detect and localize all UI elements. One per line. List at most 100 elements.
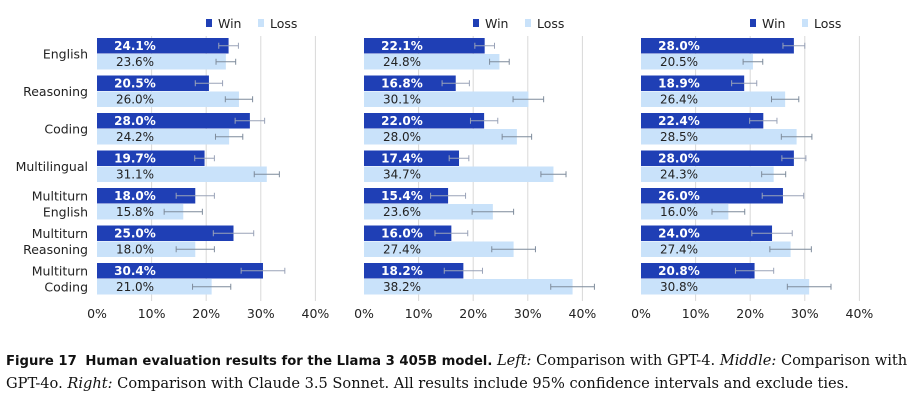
legend-swatch-loss [258, 19, 264, 27]
data-label-loss: 26.4% [660, 93, 698, 107]
y-category-label: English [43, 46, 88, 61]
caption-middle-label: Middle: [719, 352, 777, 369]
x-tick-label: 10% [682, 306, 710, 321]
bar-loss [364, 54, 500, 70]
bar-loss [364, 129, 517, 145]
y-category-label: Coding [44, 279, 88, 294]
bar-loss [364, 241, 514, 257]
y-category-label: Coding [44, 121, 88, 136]
bar-win [97, 150, 205, 166]
caption-right-text: Comparison with Claude 3.5 Sonnet. All r… [112, 375, 849, 392]
data-label-win: 16.0% [381, 227, 423, 241]
data-label-win: 22.1% [381, 39, 423, 53]
bar-loss [97, 241, 196, 257]
data-label-loss: 26.0% [116, 93, 154, 107]
data-label-win: 18.9% [658, 77, 700, 91]
bar-loss [97, 91, 239, 107]
data-label-win: 30.4% [114, 264, 156, 278]
data-label-win: 20.8% [658, 264, 700, 278]
legend-swatch-loss [802, 19, 808, 27]
caption-left-label: Left: [496, 352, 532, 369]
bar-loss [97, 204, 184, 220]
caption-lead: Human evaluation results for the Llama 3… [85, 354, 493, 369]
data-label-win: 28.0% [658, 39, 700, 53]
bar-win [641, 38, 794, 54]
bar-win [97, 113, 250, 129]
bar-win [364, 38, 485, 54]
bar-loss [97, 129, 230, 145]
bar-win [641, 225, 773, 241]
x-tick-label: 20% [459, 306, 487, 321]
x-tick-label: 20% [192, 306, 220, 321]
data-label-loss: 27.4% [660, 243, 698, 257]
x-tick-label: 40% [569, 306, 597, 321]
bar-loss [641, 241, 791, 257]
y-category-label: Multiturn [32, 188, 88, 203]
data-label-win: 28.0% [658, 152, 700, 166]
data-label-loss: 28.0% [383, 130, 421, 144]
data-label-win: 26.0% [658, 189, 700, 203]
data-label-loss: 21.0% [116, 280, 154, 294]
data-label-loss: 28.5% [660, 130, 698, 144]
y-category-label: Multiturn [32, 226, 88, 241]
data-label-win: 28.0% [114, 114, 156, 128]
data-label-win: 20.5% [114, 77, 156, 91]
bar-loss [364, 279, 573, 295]
data-label-loss: 24.8% [383, 55, 421, 69]
caption-left-text: Comparison with GPT-4. [531, 352, 716, 369]
data-label-loss: 38.2% [383, 280, 421, 294]
bar-loss [641, 166, 774, 182]
caption-right-label: Right: [67, 375, 113, 392]
x-tick-label: 10% [405, 306, 433, 321]
bar-win [641, 113, 764, 129]
bar-win [97, 75, 209, 91]
x-tick-label: 30% [514, 306, 542, 321]
data-label-win: 22.0% [381, 114, 423, 128]
bar-loss [97, 54, 226, 70]
bar-win [364, 75, 456, 91]
legend-label-win: Win [218, 16, 241, 31]
data-label-loss: 24.3% [660, 168, 698, 182]
legend-label-loss: Loss [537, 16, 564, 31]
figure-number: Figure 17 [6, 354, 77, 369]
legend-swatch-win [473, 19, 479, 27]
bar-loss [364, 204, 493, 220]
bar-win [641, 263, 755, 279]
figure-caption: Figure 17 Human evaluation results for t… [6, 350, 911, 395]
x-tick-label: 0% [631, 306, 651, 321]
x-tick-label: 10% [138, 306, 166, 321]
data-label-loss: 30.8% [660, 280, 698, 294]
bar-win [364, 188, 449, 204]
x-tick-label: 30% [791, 306, 819, 321]
x-tick-label: 30% [247, 306, 275, 321]
bar-win [641, 150, 794, 166]
data-label-loss: 30.1% [383, 93, 421, 107]
data-label-win: 22.4% [658, 114, 700, 128]
data-label-win: 16.8% [381, 77, 423, 91]
y-category-label: Multiturn [32, 263, 88, 278]
data-label-loss: 23.6% [383, 205, 421, 219]
x-tick-label: 0% [354, 306, 374, 321]
y-category-label: English [43, 204, 88, 219]
legend-label-loss: Loss [270, 16, 297, 31]
x-tick-label: 0% [87, 306, 107, 321]
bar-loss [641, 54, 753, 70]
legend-swatch-loss [525, 19, 531, 27]
bar-win [97, 188, 196, 204]
bar-loss [641, 204, 729, 220]
bar-win [641, 188, 783, 204]
data-label-loss: 34.7% [383, 168, 421, 182]
x-tick-label: 40% [846, 306, 874, 321]
legend-label-loss: Loss [814, 16, 841, 31]
human-eval-figure: 0% 10% 20% 30% 40% Win Loss 24.1% 20.5% 28.0% 19.7… [16, 16, 874, 321]
data-label-loss: 18.0% [116, 243, 154, 257]
bar-win [97, 225, 234, 241]
legend-label-win: Win [762, 16, 785, 31]
caption-middle-text: Comparison with GPT-4o. [6, 352, 908, 392]
data-label-loss: 15.8% [116, 205, 154, 219]
data-label-loss: 16.0% [660, 205, 698, 219]
bar-win [364, 263, 464, 279]
bar-loss [364, 91, 529, 107]
legend-swatch-win [206, 19, 212, 27]
data-label-loss: 24.2% [116, 130, 154, 144]
